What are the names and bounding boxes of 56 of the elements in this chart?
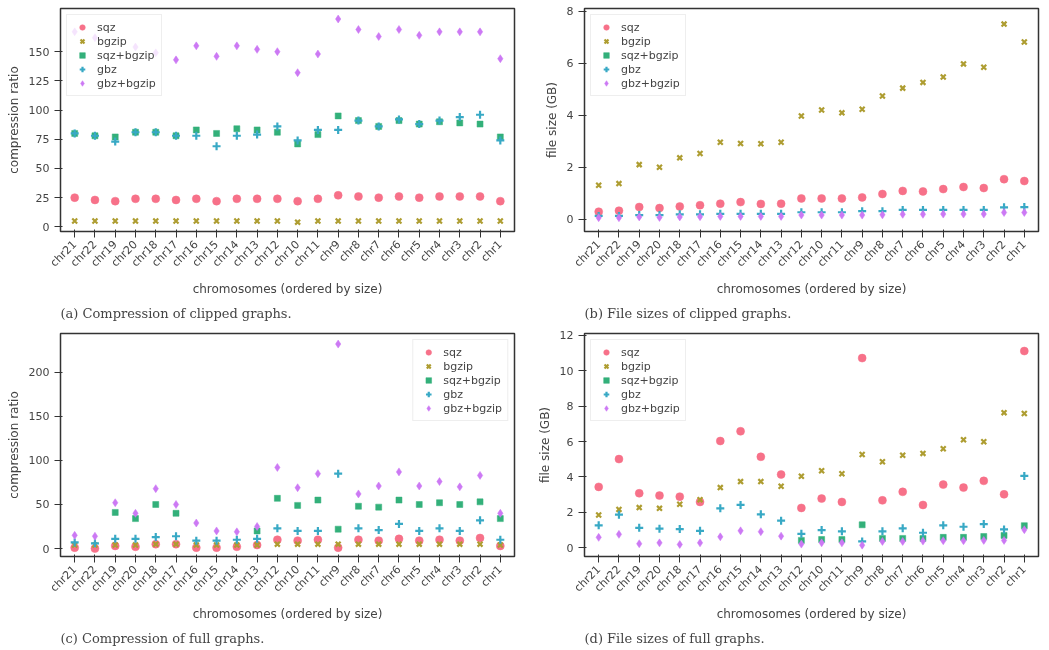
- y-tick-label: 200: [28, 366, 50, 380]
- text: (d) File sizes of full graphs.: [584, 630, 765, 646]
- legend-label: gbz: [621, 62, 641, 76]
- legend-label: sqz: [443, 345, 463, 359]
- y-tick-label: 75: [35, 133, 50, 147]
- y-tick-label: 150: [28, 410, 50, 424]
- legend-label: gbz: [621, 387, 641, 401]
- legend-label: bgzip: [443, 359, 474, 373]
- y-tick-label: 6: [566, 57, 574, 71]
- legend-label: sqz+bgzip: [97, 48, 155, 62]
- y-tick-label: 6: [566, 435, 574, 449]
- y-axis-title: compression ratio: [6, 391, 21, 499]
- legend-label: gbz+bgzip: [97, 76, 156, 90]
- legend-label: gbz: [443, 387, 464, 401]
- y-tick-label: 10: [559, 364, 574, 378]
- x-axis-title: chromosomes (ordered by size): [192, 281, 383, 296]
- y-axis-title: file size (GB): [537, 406, 552, 484]
- legend-label: sqz+bgzip: [443, 373, 501, 387]
- y-tick-label: 0: [42, 220, 50, 234]
- legend-label: sqz+bgzip: [621, 48, 679, 62]
- legend-label: sqz: [621, 345, 641, 359]
- y-tick-label: 2: [566, 506, 574, 520]
- y-tick-label: 0: [566, 541, 574, 555]
- text: (b) File sizes of clipped graphs.: [584, 305, 792, 321]
- y-tick-label: 125: [28, 74, 50, 88]
- y-tick-label: 150: [28, 45, 50, 59]
- y-tick-label: 8: [566, 5, 574, 19]
- legend-label: bgzip: [621, 359, 651, 373]
- text: (a) Compression of clipped graphs.: [60, 305, 292, 321]
- y-tick-label: 50: [35, 162, 50, 176]
- y-tick-label: 4: [566, 109, 574, 123]
- x-axis-title: chromosomes (ordered by size): [716, 606, 907, 621]
- y-tick-label: 0: [566, 213, 574, 227]
- legend-label: gbz: [97, 62, 117, 76]
- legend-label: bgzip: [97, 34, 127, 48]
- legend-label: sqz: [97, 20, 117, 34]
- y-tick-label: 8: [566, 400, 574, 414]
- y-tick-label: 4: [566, 470, 574, 484]
- y-tick-label: 25: [35, 191, 50, 205]
- text: (c) Compression of full graphs.: [60, 630, 265, 646]
- y-axis-title: compression ratio: [6, 66, 21, 174]
- y-tick-label: 0: [42, 542, 50, 556]
- y-tick-label: 12: [559, 329, 574, 343]
- y-tick-label: 2: [566, 161, 574, 175]
- y-tick-label: 50: [35, 498, 50, 512]
- x-axis-title: chromosomes (ordered by size): [716, 281, 907, 296]
- legend-label: bgzip: [621, 34, 651, 48]
- y-axis-title: file size (GB): [544, 81, 559, 159]
- legend-label: gbz+bgzip: [443, 401, 502, 415]
- x-axis-title: chromosomes (ordered by size): [192, 606, 383, 621]
- y-tick-label: 100: [28, 454, 50, 468]
- legend-label: gbz+bgzip: [621, 76, 680, 90]
- legend-label: sqz: [621, 20, 641, 34]
- y-tick-label: 100: [28, 104, 50, 118]
- legend-label: sqz+bgzip: [621, 373, 679, 387]
- legend-label: gbz+bgzip: [621, 401, 680, 415]
